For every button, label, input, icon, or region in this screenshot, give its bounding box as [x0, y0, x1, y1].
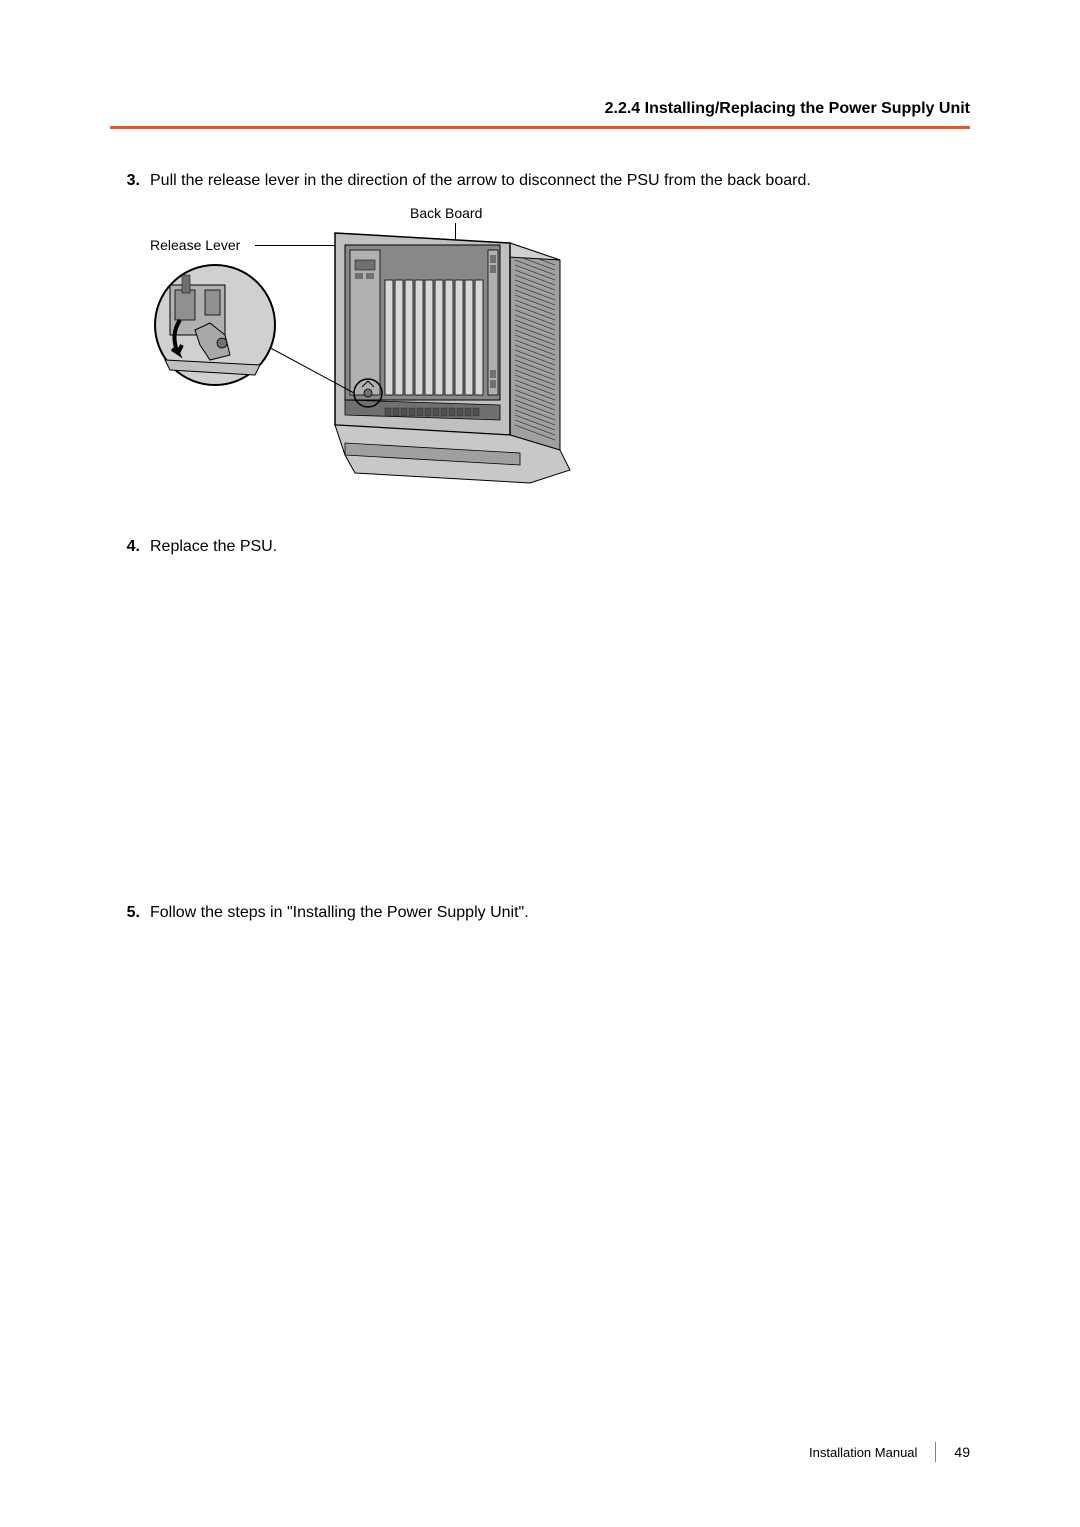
page-number: 49 [954, 1444, 970, 1460]
step-number: 3. [110, 169, 140, 193]
footer-manual-title: Installation Manual [809, 1445, 917, 1460]
step-3: 3. Pull the release lever in the directi… [110, 169, 970, 193]
header-rule [110, 126, 970, 129]
footer-divider [935, 1442, 936, 1462]
section-header: 2.2.4 Installing/Replacing the Power Sup… [110, 100, 970, 118]
diagram-container: Back Board Release Lever [140, 205, 590, 505]
step-5: 5. Follow the steps in "Installing the P… [110, 901, 970, 925]
step-text: Pull the release lever in the direction … [150, 169, 970, 193]
step-text: Follow the steps in "Installing the Powe… [150, 901, 970, 925]
step-number: 4. [110, 535, 140, 559]
page-container: 2.2.4 Installing/Replacing the Power Sup… [0, 0, 1080, 1527]
spacer [110, 571, 970, 901]
psu-diagram [150, 225, 580, 505]
step-4: 4. Replace the PSU. [110, 535, 970, 559]
label-back-board: Back Board [410, 205, 482, 221]
step-number: 5. [110, 901, 140, 925]
step-text: Replace the PSU. [150, 535, 970, 559]
page-footer: Installation Manual 49 [809, 1442, 970, 1462]
